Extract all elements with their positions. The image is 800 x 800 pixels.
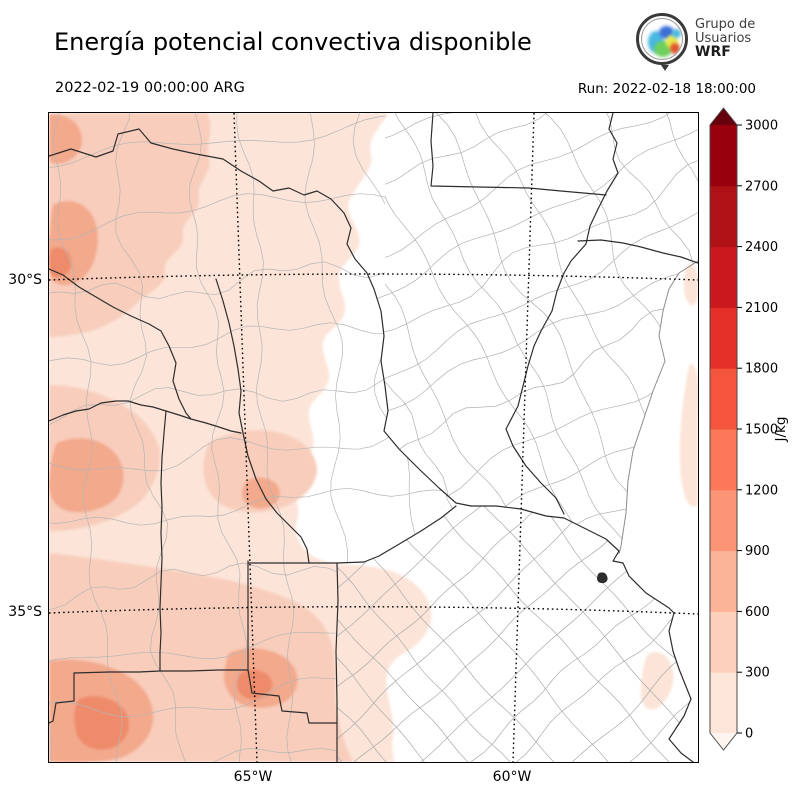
- colorbar-bin: [710, 125, 737, 187]
- valid-time-label: 2022-02-19 00:00:00 ARG: [55, 80, 245, 96]
- colorbar-bin: [710, 185, 737, 248]
- cape-map: [49, 113, 698, 762]
- colorbar-tick-label: 1500: [745, 423, 778, 438]
- colorbar-bin: [710, 368, 737, 430]
- uruguay-coast-shading: [679, 263, 698, 507]
- colorbar-bin: [710, 550, 737, 612]
- logo-text: Grupo de Usuarios WRF: [695, 17, 756, 61]
- colorbar-tick-label: 300: [745, 666, 770, 681]
- colorbar-units-label: J/kg: [773, 417, 789, 443]
- lon-label-65w: 65°W: [233, 769, 273, 785]
- uruguay-river: [618, 260, 698, 555]
- colorbar-bin: [710, 246, 737, 308]
- colorbar-under-arrow: [710, 733, 737, 750]
- colorbar-tick-label: 3000: [745, 119, 778, 134]
- colorbar-tick-label: 2100: [745, 301, 778, 316]
- colorbar-bin: [710, 611, 737, 673]
- graticule-lines: [49, 113, 698, 762]
- uruguay-blank-area: [621, 261, 698, 628]
- logo-emblem-icon: [636, 13, 688, 71]
- lat-label-35s: 35°S: [8, 604, 42, 620]
- colorbar-tick-label: 900: [745, 544, 770, 559]
- province-boundaries: [49, 113, 698, 762]
- cape-shading: [49, 113, 674, 762]
- colorbar-tick-label: 2400: [745, 240, 778, 255]
- map-canvas: [48, 112, 699, 763]
- colorbar-over-arrow: [710, 108, 737, 125]
- colorbar-bin: [710, 489, 737, 552]
- colorbar-tick-label: 600: [745, 605, 770, 620]
- colorbar-tick-label: 1800: [745, 362, 778, 377]
- colorbar: 0 300 600 900 1200 1500 1800 2100 2400 2700 3000 J/…: [706, 104, 800, 772]
- wrf-users-group-logo: Grupo de Usuarios WRF: [636, 13, 756, 71]
- colorbar-bin: [710, 307, 737, 369]
- lat-label-30s: 30°S: [8, 272, 42, 288]
- run-time-label: Run: 2022-02-18 18:00:00: [577, 81, 756, 97]
- colorbar-bin: [710, 672, 737, 734]
- page-title: Energía potencial convectiva disponible: [54, 28, 532, 56]
- colorbar-bin: [710, 429, 737, 491]
- colorbar-tick-label: 0: [745, 727, 753, 742]
- colorbar-tick-label: 2700: [745, 179, 778, 194]
- lon-label-60w: 60°W: [492, 769, 532, 785]
- colorbar-tick-label: 1200: [745, 483, 778, 498]
